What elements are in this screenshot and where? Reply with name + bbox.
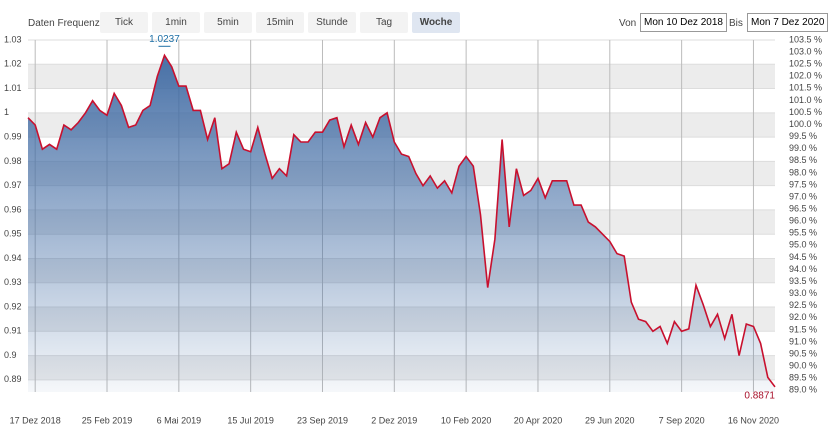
x-tick-label: 29 Jun 2020 [585, 415, 635, 425]
y2-tick-label: 96.0 % [789, 216, 817, 226]
x-tick-label: 23 Sep 2019 [297, 415, 348, 425]
y2-tick-label: 102.0 % [789, 71, 822, 81]
y2-tick-label: 94.5 % [789, 252, 817, 262]
line [27, 53, 776, 388]
frequency-button[interactable]: Stunde [308, 12, 356, 33]
y2-tick-label: 89.0 % [789, 385, 817, 395]
y2-tick-label: 99.5 % [789, 131, 817, 141]
grid-band [28, 64, 775, 89]
y-tick-label: 0.98 [4, 156, 22, 166]
x-tick-label: 6 Mai 2019 [157, 415, 202, 425]
y-tick-label: 0.91 [4, 326, 22, 336]
y2-tick-label: 102.5 % [789, 59, 822, 69]
y-tick-label: 0.96 [4, 204, 22, 214]
y2-tick-label: 101.0 % [789, 95, 822, 105]
y2-tick-label: 101.5 % [789, 83, 822, 93]
x-tick-label: 10 Feb 2020 [441, 415, 492, 425]
frequency-button[interactable]: Woche [412, 12, 460, 33]
y2-tick-label: 94.0 % [789, 264, 817, 274]
y2-tick-label: 103.0 % [789, 46, 822, 56]
y2-tick-label: 98.0 % [789, 167, 817, 177]
y2-tick-label: 91.0 % [789, 336, 817, 346]
y2-tick-label: 100.5 % [789, 107, 822, 117]
y2-tick-label: 93.5 % [789, 276, 817, 286]
y2-tick-label: 90.5 % [789, 348, 817, 358]
y-tick-label: 0.97 [4, 180, 22, 190]
y2-tick-label: 97.5 % [789, 179, 817, 189]
y-tick-label: 0.94 [4, 253, 22, 263]
y-tick-label: 1.02 [4, 59, 22, 69]
y2-tick-label: 95.0 % [789, 240, 817, 250]
y-tick-label: 1.03 [4, 34, 22, 44]
y-tick-label: 1 [4, 107, 9, 117]
toolbar: Daten Frequenz Tick 1min 5min 15min Stunde Ta… [0, 0, 830, 33]
y2-tick-label: 93.0 % [789, 288, 817, 298]
y2-tick-label: 90.0 % [789, 361, 817, 371]
to-date[interactable]: Mon 7 Dez 2020 [747, 13, 829, 32]
frequency-button[interactable]: 1min [152, 12, 200, 33]
y2-tick-label: 99.0 % [789, 143, 817, 153]
area [28, 55, 775, 393]
y2-tick-label: 100.0 % [789, 119, 822, 129]
y-tick-label: 0.9 [4, 350, 17, 360]
y2-tick-label: 95.5 % [789, 228, 817, 238]
frequency-buttons: Tick 1min 5min 15min Stunde Tag Woche [100, 12, 464, 33]
x-tick-label: 25 Feb 2019 [82, 415, 133, 425]
x-tick-label: 7 Sep 2020 [659, 415, 705, 425]
y2-tick-label: 89.5 % [789, 373, 817, 383]
x-tick-label: 17 Dez 2018 [10, 415, 61, 425]
y2-tick-label: 91.5 % [789, 324, 817, 334]
value-label: 1.0237 [149, 34, 180, 45]
x-tick-label: 15 Jul 2019 [227, 415, 274, 425]
y2-tick-label: 96.5 % [789, 203, 817, 213]
frequency-label: Daten Frequenz [28, 18, 100, 29]
x-tick-label: 16 Nov 2020 [728, 415, 779, 425]
y-tick-label: 0.93 [4, 277, 22, 287]
y2-tick-label: 103.5 % [789, 34, 822, 44]
y-tick-label: 0.99 [4, 131, 22, 141]
frequency-button[interactable]: 15min [256, 12, 304, 33]
frequency-button[interactable]: Tick [100, 12, 148, 33]
from-date[interactable]: Mon 10 Dez 2018 [640, 13, 727, 32]
y2-tick-label: 97.0 % [789, 191, 817, 201]
y2-tick-label: 92.5 % [789, 300, 817, 310]
to-label: Bis [729, 18, 743, 29]
y2-tick-label: 98.5 % [789, 155, 817, 165]
y2-tick-label: 92.0 % [789, 312, 817, 322]
value-label: 0.8871 [744, 391, 775, 402]
y-tick-label: 0.92 [4, 301, 22, 311]
x-tick-label: 2 Dez 2019 [371, 415, 417, 425]
x-tick-label: 20 Apr 2020 [514, 415, 563, 425]
from-label: Von [619, 18, 637, 29]
y-tick-label: 0.95 [4, 229, 22, 239]
y-tick-label: 0.89 [4, 374, 22, 384]
frequency-button[interactable]: 5min [204, 12, 252, 33]
frequency-button[interactable]: Tag [360, 12, 408, 33]
y-tick-label: 1.01 [4, 83, 22, 93]
